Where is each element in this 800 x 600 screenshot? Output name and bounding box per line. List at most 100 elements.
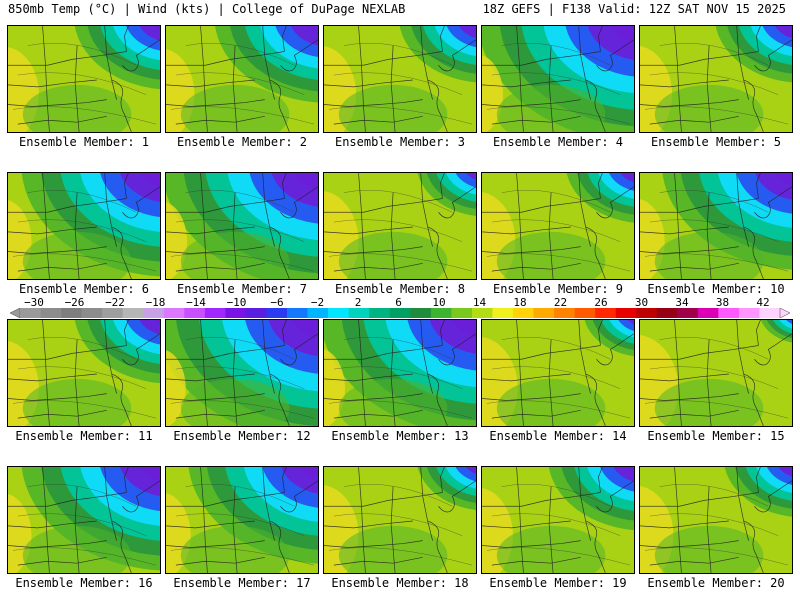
ensemble-map-8	[323, 172, 477, 280]
colorbar-swatch	[81, 308, 103, 318]
colorbar-tick-label: −22	[105, 296, 125, 309]
colorbar-swatch	[61, 308, 82, 318]
colorbar-min-arrow	[10, 308, 21, 318]
colorbar-max-arrow	[779, 308, 790, 318]
colorbar-swatch	[759, 308, 781, 318]
colorbar-tick-label: −14	[186, 296, 206, 309]
run-valid-time: 18Z GEFS | F138 Valid: 12Z SAT NOV 15 20…	[482, 2, 786, 16]
colorbar-tick-label: 22	[553, 296, 568, 309]
ensemble-map-15	[639, 319, 793, 427]
colorbar-tick-label: −26	[64, 296, 85, 309]
ensemble-map-10	[639, 172, 793, 280]
ensemble-member-label: Ensemble Member: 17	[173, 576, 311, 590]
colorbar-swatch	[595, 308, 616, 318]
ensemble-member-label: Ensemble Member: 19	[489, 576, 627, 590]
ensemble-member-label: Ensemble Member: 6	[18, 282, 150, 296]
colorbar-swatch	[512, 308, 534, 318]
ensemble-member-label: Ensemble Member: 10	[647, 282, 785, 296]
ensemble-member-label: Ensemble Member: 3	[334, 135, 466, 149]
ensemble-map-5	[639, 25, 793, 133]
ensemble-member-label: Ensemble Member: 2	[176, 135, 308, 149]
colorbar-swatch	[451, 308, 473, 318]
colorbar-swatch	[163, 308, 185, 318]
ensemble-member-label: Ensemble Member: 16	[15, 576, 153, 590]
ensemble-map-7	[165, 172, 319, 280]
ensemble-member-label: Ensemble Member: 14	[489, 429, 627, 443]
colorbar-swatch	[369, 308, 391, 318]
colorbar-swatch	[492, 308, 514, 318]
colorbar-swatch	[389, 308, 411, 318]
colorbar-swatch	[102, 308, 123, 318]
colorbar-swatch	[410, 308, 432, 318]
colorbar-tick-label: 26	[594, 296, 608, 309]
colorbar-tick-label: 42	[756, 296, 770, 309]
colorbar-swatch	[636, 308, 658, 318]
ensemble-map-9	[481, 172, 635, 280]
colorbar-tick-label: 18	[513, 296, 527, 309]
colorbar-tick-label: 2	[354, 296, 362, 309]
colorbar-tick-label: 38	[715, 296, 730, 309]
colorbar-swatch	[533, 308, 555, 318]
colorbar-swatch	[143, 308, 165, 318]
ensemble-map-11	[7, 319, 161, 427]
colorbar-swatch	[430, 308, 452, 318]
colorbar-tick-label: −10	[226, 296, 247, 309]
colorbar-swatch	[184, 308, 206, 318]
ensemble-map-1	[7, 25, 161, 133]
ensemble-map-3	[323, 25, 477, 133]
ensemble-map-17	[165, 466, 319, 574]
ensemble-member-label: Ensemble Member: 11	[15, 429, 153, 443]
colorbar-swatch	[225, 308, 247, 318]
ensemble-member-label: Ensemble Member: 7	[176, 282, 308, 296]
colorbar-tick-label: 10	[432, 296, 446, 309]
ensemble-map-20	[639, 466, 793, 574]
ensemble-map-12	[165, 319, 319, 427]
colorbar-tick-label: 6	[395, 296, 402, 309]
colorbar-swatch	[20, 308, 41, 318]
colorbar-swatch	[307, 308, 329, 318]
colorbar-swatch	[266, 308, 288, 318]
colorbar-swatch	[677, 308, 699, 318]
ensemble-map-19	[481, 466, 635, 574]
colorbar-swatch	[122, 308, 144, 318]
colorbar-swatch	[574, 308, 596, 318]
ensemble-member-label: Ensemble Member: 5	[650, 135, 782, 149]
ensemble-member-label: Ensemble Member: 8	[334, 282, 466, 296]
colorbar-swatch	[615, 308, 637, 318]
ensemble-map-13	[323, 319, 477, 427]
colorbar-swatch	[554, 308, 575, 318]
ensemble-member-label: Ensemble Member: 9	[492, 282, 624, 296]
colorbar-tick-label: 34	[675, 296, 689, 309]
colorbar-tick-label: −30	[24, 296, 44, 309]
colorbar-tick-label: 14	[472, 296, 487, 309]
ensemble-map-4	[481, 25, 635, 133]
colorbar-swatch	[718, 308, 740, 318]
ensemble-map-16	[7, 466, 161, 574]
colorbar-tick-label: −6	[270, 296, 284, 309]
colorbar-swatch	[471, 308, 493, 318]
ensemble-member-label: Ensemble Member: 12	[173, 429, 311, 443]
colorbar-swatch	[287, 308, 308, 318]
colorbar-tick-label: −18	[145, 296, 166, 309]
colorbar-swatch	[697, 308, 719, 318]
ensemble-member-label: Ensemble Member: 15	[647, 429, 785, 443]
colorbar-tick-label: −2	[310, 296, 325, 309]
ensemble-map-14	[481, 319, 635, 427]
ensemble-map-6	[7, 172, 161, 280]
temperature-colorbar	[10, 308, 790, 318]
colorbar-swatch	[204, 308, 226, 318]
colorbar-swatch	[245, 308, 267, 318]
ensemble-member-label: Ensemble Member: 18	[331, 576, 469, 590]
ensemble-member-label: Ensemble Member: 13	[331, 429, 469, 443]
ensemble-member-label: Ensemble Member: 4	[492, 135, 624, 149]
colorbar-swatch	[656, 308, 678, 318]
ensemble-map-18	[323, 466, 477, 574]
ensemble-member-label: Ensemble Member: 20	[647, 576, 785, 590]
colorbar-swatch	[328, 308, 349, 318]
colorbar-tick-label: 30	[634, 296, 649, 309]
ensemble-member-label: Ensemble Member: 1	[18, 135, 150, 149]
colorbar-swatch	[348, 308, 370, 318]
colorbar-swatch	[40, 308, 62, 318]
ensemble-map-2	[165, 25, 319, 133]
chart-title: 850mb Temp (°C) | Wind (kts) | College o…	[8, 2, 406, 16]
